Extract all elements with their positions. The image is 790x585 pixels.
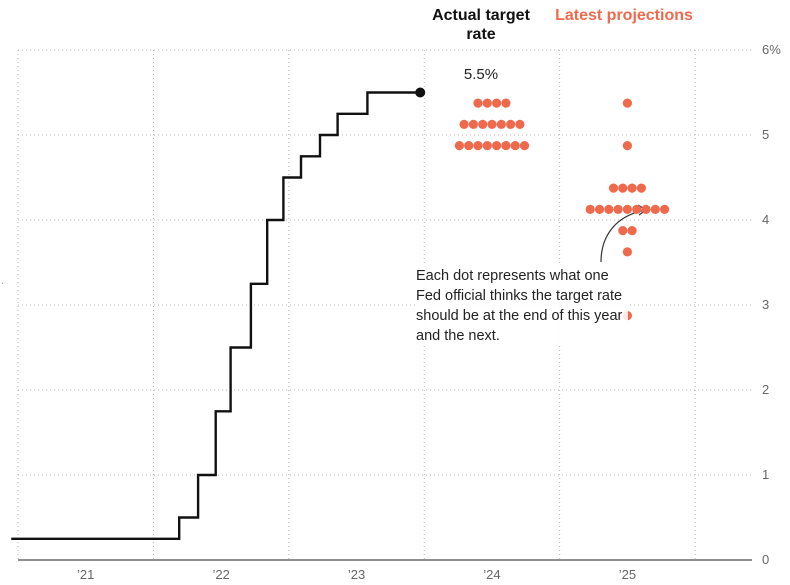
projection-dot (632, 204, 642, 214)
projection-dot (622, 204, 633, 214)
projection-dot (510, 141, 520, 151)
annotation-text: Each dot represents what one Fed officia… (416, 266, 628, 346)
last-value-point (415, 87, 426, 98)
projection-dots (454, 98, 670, 321)
projection-dot (618, 226, 628, 236)
projection-dot (454, 141, 464, 151)
projection-dot (492, 141, 502, 151)
projection-dot (627, 226, 637, 236)
y-tick-label: 1 (762, 467, 769, 482)
y-tick-label: 5 (762, 127, 769, 142)
last-value-label: 5.5% (463, 66, 499, 83)
projection-dot (641, 204, 651, 214)
y-tick-label: 4 (762, 212, 769, 227)
x-tick-label: ’24 (483, 567, 500, 582)
projection-dot (501, 141, 511, 151)
grid (17, 49, 752, 561)
x-tick-label: ’21 (77, 567, 94, 582)
latest-projections-header: Latest projections (555, 7, 693, 24)
projection-dot (459, 119, 469, 129)
actual-rate-series (11, 87, 426, 540)
projection-dot (464, 141, 474, 151)
projection-dot (608, 183, 619, 193)
projection-dot (660, 204, 670, 214)
left-edge-mark: ↔ (0, 276, 3, 290)
projection-dot (473, 141, 483, 151)
projection-dot (622, 141, 633, 151)
x-axis-ticks: ’21 ’22 ’23 ’24 ’25 (77, 567, 636, 582)
y-axis-ticks: 0 1 2 3 4 5 6% (762, 42, 781, 567)
projection-dot (618, 183, 628, 193)
projection-dot (636, 183, 647, 193)
projection-dot (613, 204, 623, 214)
x-tick-label: ’23 (348, 567, 365, 582)
projection-dot (468, 119, 478, 129)
projection-dot (622, 98, 633, 108)
x-tick-label: ’25 (619, 567, 636, 582)
actual-rate-header: Actual target rate (432, 7, 530, 43)
actual-rate-line (11, 91, 421, 540)
projection-dot (594, 204, 605, 214)
projection-dot (506, 119, 516, 129)
projection-dot (492, 98, 502, 108)
projection-dot (482, 98, 492, 108)
projection-dot (627, 183, 637, 193)
projection-dot (496, 119, 506, 129)
x-tick-label: ’22 (212, 567, 229, 582)
y-tick-label: 3 (762, 297, 769, 312)
projection-dot (473, 98, 483, 108)
projection-dot (604, 204, 614, 214)
y-tick-label: 2 (762, 382, 769, 397)
projection-dot (519, 141, 530, 151)
projection-dot (478, 119, 488, 129)
y-tick-label: 0 (762, 552, 769, 567)
projection-dot (585, 204, 595, 214)
projection-dot (515, 119, 525, 129)
projection-dot (650, 204, 660, 214)
projection-dot (622, 247, 633, 257)
projection-dot (487, 119, 497, 129)
projection-dot (482, 141, 492, 151)
projection-dot (501, 98, 511, 108)
y-tick-label: 6% (762, 42, 781, 57)
